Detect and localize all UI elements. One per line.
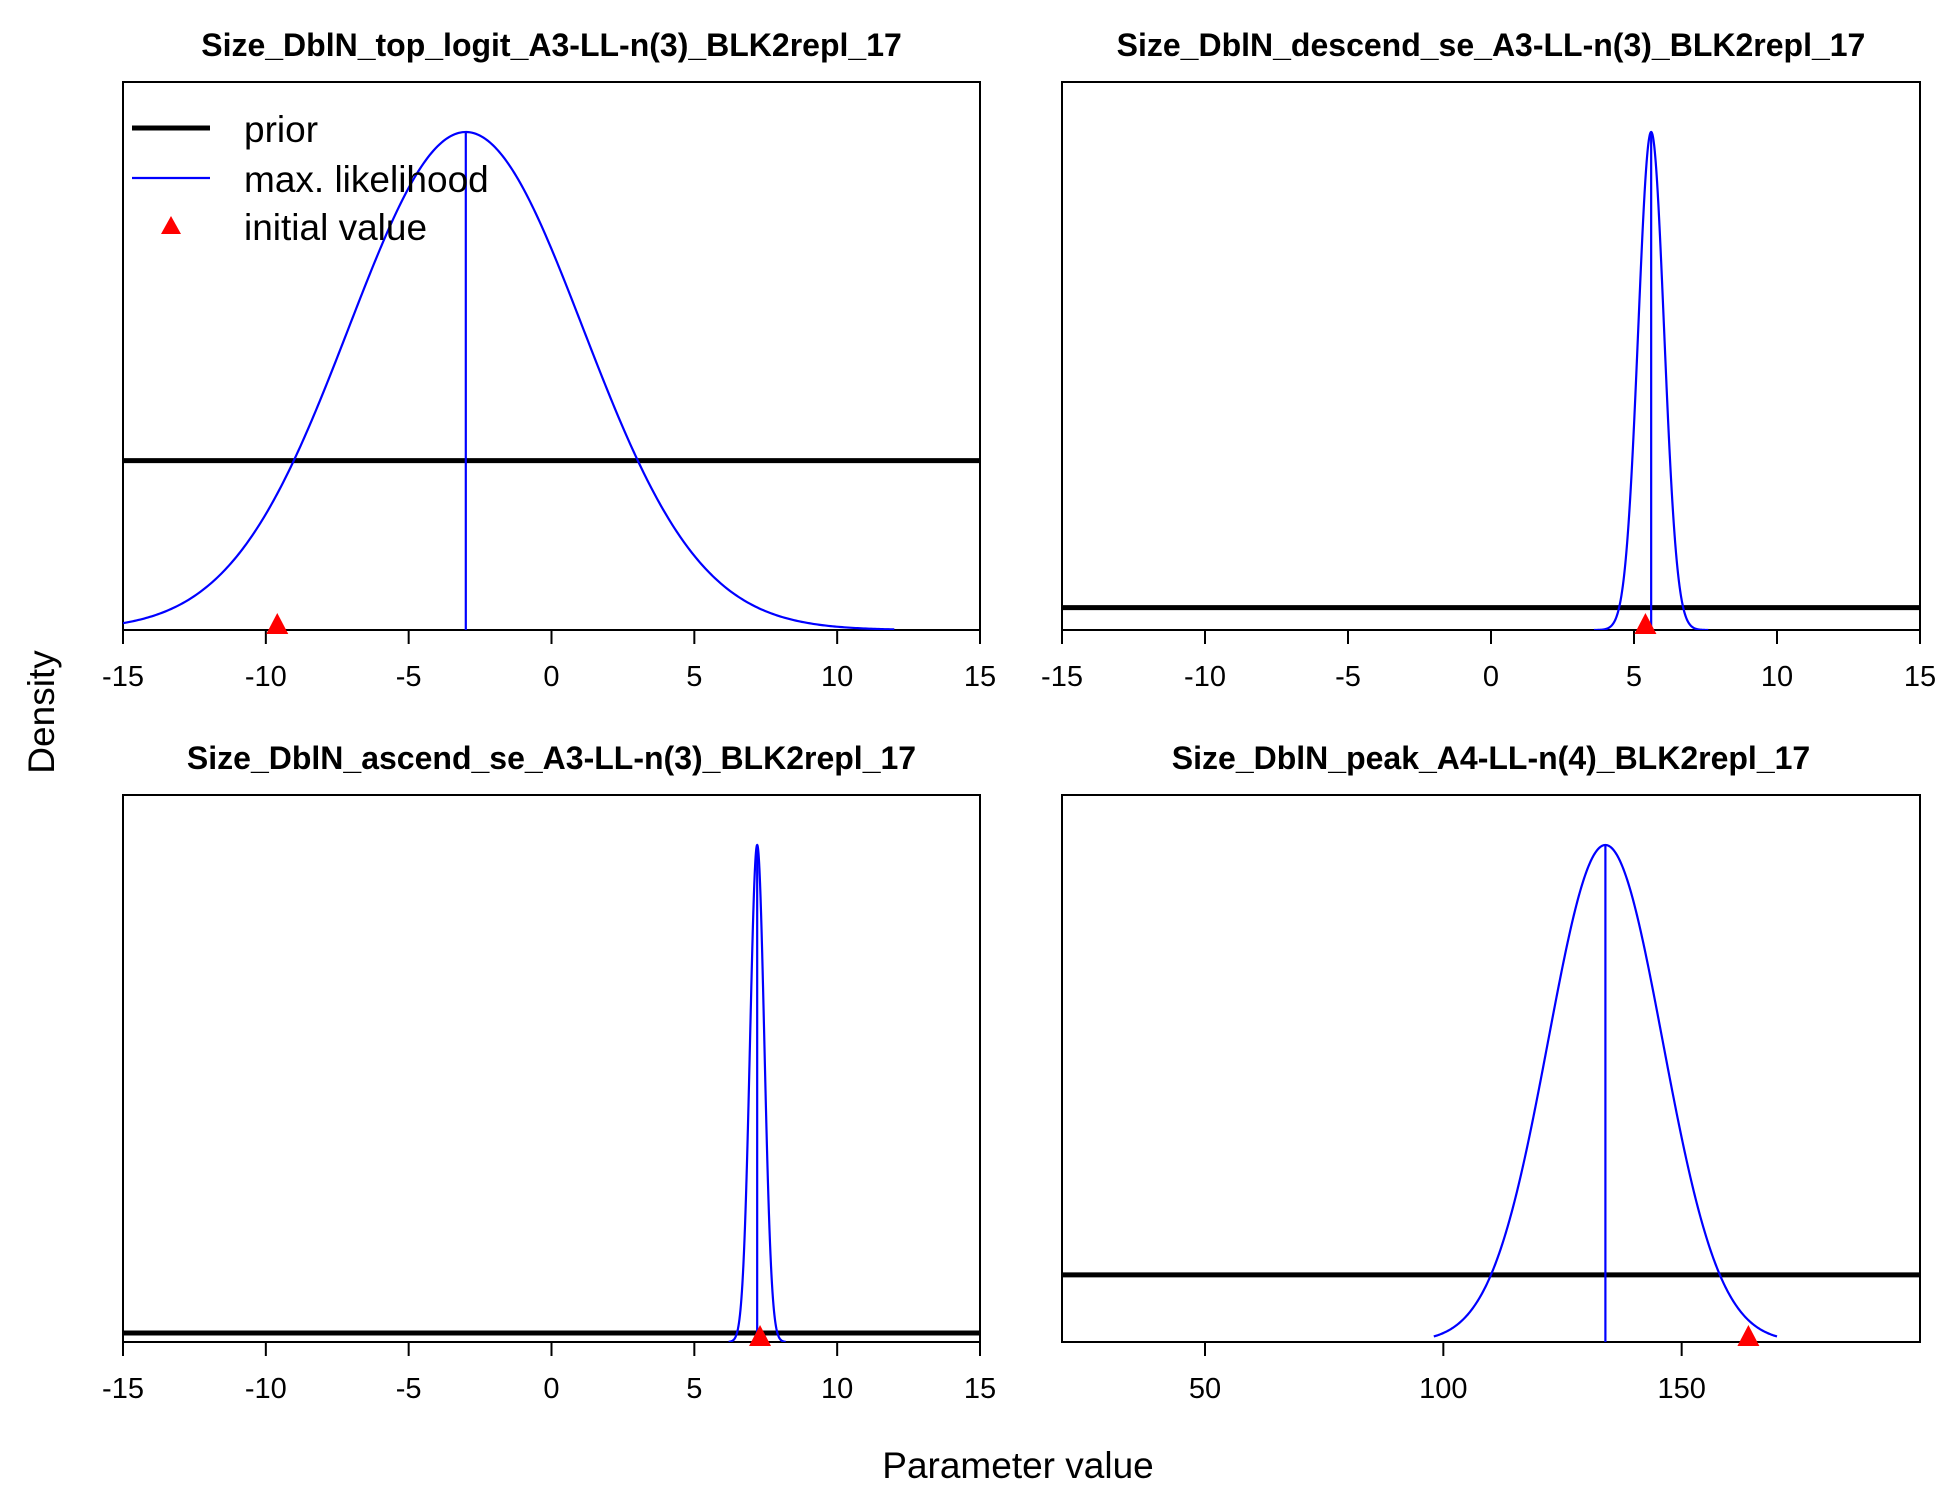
plot-area [1062, 843, 1920, 1342]
chart-panel-3: Size_DblN_ascend_se_A3-LL-n(3)_BLK2repl_… [102, 740, 996, 1405]
panel-title: Size_DblN_ascend_se_A3-LL-n(3)_BLK2repl_… [187, 740, 916, 776]
chart-panel-4: Size_DblN_peak_A4-LL-n(4)_BLK2repl_17 50 1… [1061, 740, 1921, 1405]
plot-frame [122, 794, 981, 1343]
plot-area [123, 843, 980, 1342]
panel-title: Size_DblN_top_logit_A3-LL-n(3)_BLK2repl_… [201, 27, 902, 63]
legend-prior-label: prior [244, 109, 318, 150]
chart-panel-1: Size_DblN_top_logit_A3-LL-n(3)_BLK2repl_… [102, 27, 996, 693]
x-tick-label: -15 [1041, 661, 1083, 693]
legend-initial-value-marker [161, 216, 181, 234]
initial-value-marker [749, 1325, 772, 1346]
x-tick-label: -5 [396, 1373, 422, 1405]
initial-value-marker [1737, 1325, 1760, 1346]
x-tick-label: -10 [1184, 661, 1226, 693]
x-tick-label: 150 [1657, 1373, 1705, 1405]
x-tick-label: 5 [686, 661, 702, 693]
initial-value-marker [266, 613, 289, 634]
x-tick-label: -10 [245, 661, 287, 693]
initial-value-marker [1634, 613, 1657, 634]
panel-title: Size_DblN_descend_se_A3-LL-n(3)_BLK2repl… [1117, 27, 1866, 63]
x-tick-label: 5 [1626, 661, 1642, 693]
x-tick-label: -15 [102, 1373, 144, 1405]
x-tick-label: 15 [1904, 661, 1936, 693]
y-axis-label: Density [21, 650, 62, 774]
x-tick-label: 100 [1419, 1373, 1467, 1405]
plot-area [1062, 130, 1920, 630]
x-tick-label: -5 [396, 661, 422, 693]
x-tick-label: 10 [821, 1373, 853, 1405]
chart-panel-2: Size_DblN_descend_se_A3-LL-n(3)_BLK2repl… [1041, 27, 1936, 693]
x-tick-label: 15 [964, 1373, 996, 1405]
plot-area [123, 130, 980, 630]
x-tick-label: 50 [1189, 1373, 1221, 1405]
panels: Size_DblN_top_logit_A3-LL-n(3)_BLK2repl_… [102, 27, 1936, 1405]
x-tick-label: -5 [1335, 661, 1361, 693]
x-tick-label: 15 [964, 661, 996, 693]
legend: prior max. likelihood initial value [132, 109, 489, 248]
plot-frame [1061, 81, 1921, 631]
x-tick-label: 0 [543, 661, 559, 693]
x-axis-label: Parameter value [882, 1445, 1153, 1486]
x-tick-label: 5 [686, 1373, 702, 1405]
x-tick-label: -15 [102, 661, 144, 693]
x-tick-label: 10 [821, 661, 853, 693]
legend-initial-value-label: initial value [244, 207, 427, 248]
x-tick-label: -10 [245, 1373, 287, 1405]
max-likelihood-curve [123, 130, 895, 630]
x-tick-label: 0 [543, 1373, 559, 1405]
panel-title: Size_DblN_peak_A4-LL-n(4)_BLK2repl_17 [1172, 740, 1810, 776]
legend-mle-label: max. likelihood [244, 159, 489, 200]
x-tick-label: 10 [1761, 661, 1793, 693]
plot-frame [1061, 794, 1921, 1343]
x-tick-label: 0 [1483, 661, 1499, 693]
